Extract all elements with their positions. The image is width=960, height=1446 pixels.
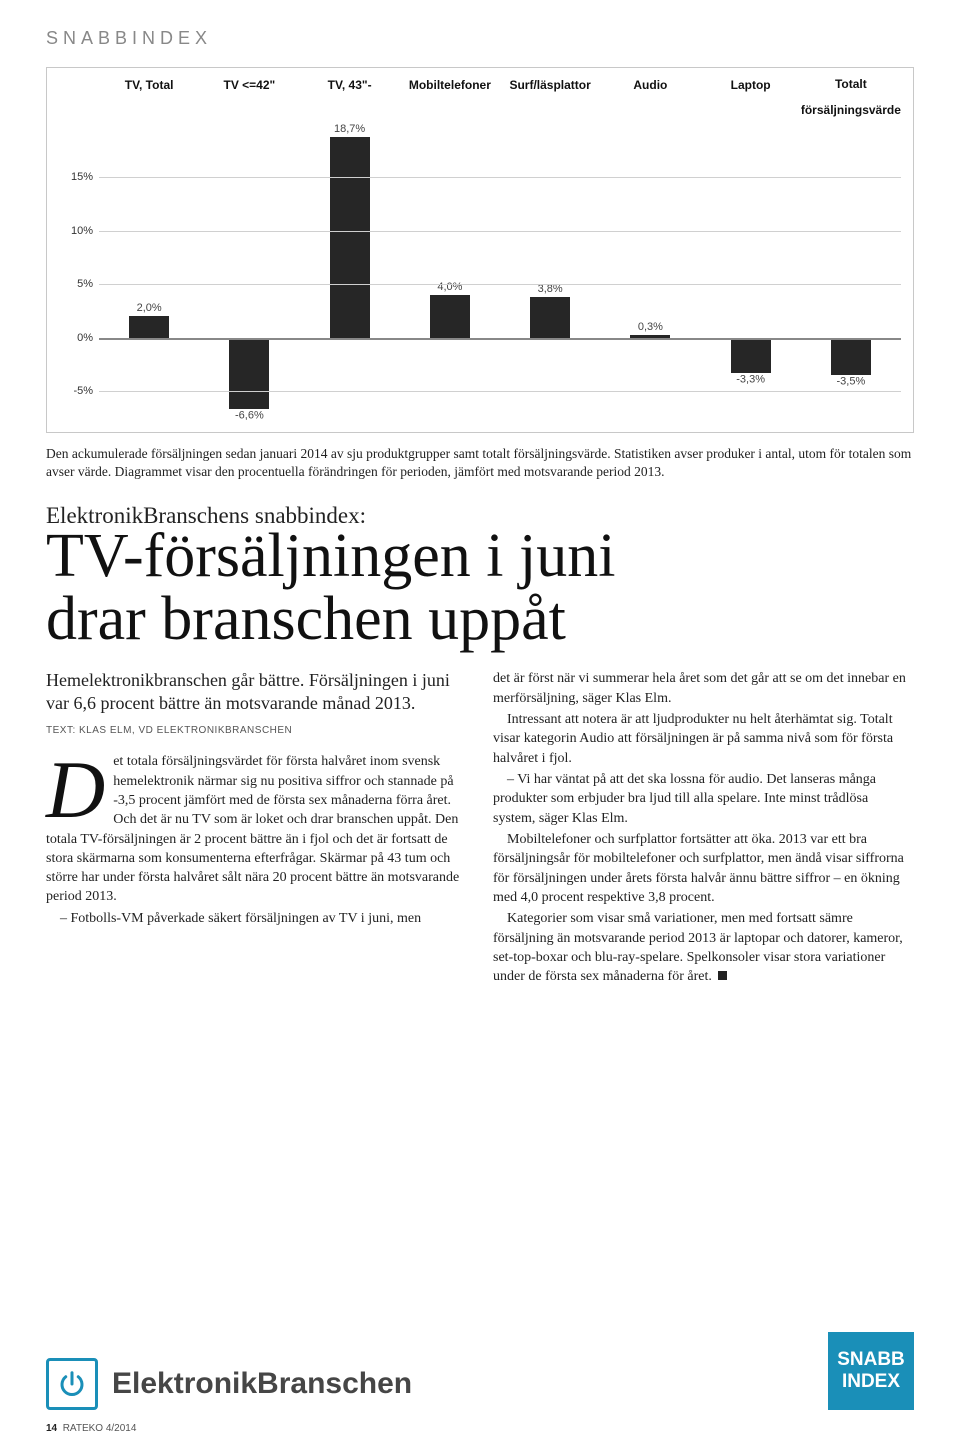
end-square-icon [718, 971, 727, 980]
chart-caption: Den ackumulerade försäljningen sedan jan… [46, 445, 914, 481]
headline-line-1: TV-försäljningen i juni [46, 522, 615, 590]
chart-bar-value-label: -3,3% [701, 374, 801, 386]
badge-line-2: INDEX [842, 1371, 900, 1393]
chart-bar-column: -3,3% [701, 124, 801, 424]
chart-y-tick-label: 5% [77, 278, 93, 290]
article-paragraph: Kategorier som visar små variationer, me… [493, 909, 914, 986]
chart-gridline [99, 177, 901, 178]
article-intro: Hemelektronikbranschen går bättre. Försä… [46, 669, 467, 714]
chart-y-tick-label: 0% [77, 332, 93, 344]
chart-y-tick-label: 15% [71, 171, 93, 183]
article-paragraph: det är först när vi summerar hela året s… [493, 669, 914, 708]
chart-bar-value-label: -3,5% [801, 376, 901, 388]
power-icon [46, 1358, 98, 1410]
chart-category-label: TV <=42" [199, 78, 299, 118]
chart-category-label: Laptop [701, 78, 801, 118]
chart-plot: 2,0% -6,6% 18,7% 4,0%3,8%0,3% -3,3%-3,5% [99, 124, 901, 424]
article-paragraph: – Fotbolls-VM påverkade säkert försäljni… [46, 909, 467, 928]
chart-bar-column: 18,7% [300, 124, 400, 424]
chart-category-label: Surf/läsplattor [500, 78, 600, 118]
dropcap: D [46, 752, 113, 822]
chart-bar [229, 338, 269, 409]
article-paragraph: Mobiltelefoner och surfplattor fortsätte… [493, 830, 914, 907]
chart-bar-value-label: 0,3% [600, 321, 700, 333]
brand-logo: ElektronikBranschen [46, 1358, 412, 1410]
article-paragraph: Det totala försäljningsvärdet för första… [46, 752, 467, 907]
article-paragraph: Intressant att notera är att ljudprodukt… [493, 710, 914, 768]
chart-bar [430, 295, 470, 338]
chart-bar-column: 3,8% [500, 124, 600, 424]
chart-bar-value-label: 2,0% [99, 303, 199, 315]
article-body: Hemelektronikbranschen går bättre. Försä… [46, 669, 914, 988]
chart-bar [731, 338, 771, 373]
article-col-left: Hemelektronikbranschen går bättre. Försä… [46, 669, 467, 988]
page-number: 14 [46, 1423, 57, 1434]
chart-y-tick-label: 10% [71, 225, 93, 237]
chart-bar-column: 2,0% [99, 124, 199, 424]
chart-bar [831, 338, 871, 376]
article-col-right: det är först när vi summerar hela året s… [493, 669, 914, 988]
chart-category-label: TV, 43"- [300, 78, 400, 118]
headline-line-2: drar branschen uppåt [46, 585, 566, 653]
chart-zero-line [99, 338, 901, 340]
badge-line-1: SNABB [837, 1349, 905, 1371]
page-footer: ElektronikBranschen SNABB INDEX [46, 1332, 914, 1410]
chart-bar-column: 0,3% [600, 124, 700, 424]
chart-gridline [99, 284, 901, 285]
article-headline: TV-försäljningen i juni drar branschen u… [46, 525, 914, 651]
snabbindex-chart: TV, TotalTV <=42"TV, 43"-MobiltelefonerS… [46, 67, 914, 433]
chart-y-tick-label: -5% [73, 385, 93, 397]
chart-y-axis: -5% 0% 5% 10% 15% [59, 124, 99, 424]
section-title: SNABBINDEX [46, 28, 914, 49]
chart-category-label: Mobiltelefoner [400, 78, 500, 118]
snabbindex-badge: SNABB INDEX [828, 1332, 914, 1410]
chart-header: TV, TotalTV <=42"TV, 43"-MobiltelefonerS… [59, 78, 901, 118]
chart-body: -5% 0% 5% 10% 15% 2,0% -6,6% 18,7% 4,0%3,8%0,3%… [59, 124, 901, 424]
chart-category-label: TV, Total [99, 78, 199, 118]
chart-gridline [99, 231, 901, 232]
chart-bar-value-label: 4,0% [400, 281, 500, 293]
chart-bar-value-label: 18,7% [300, 124, 400, 136]
chart-bar-column: -6,6% [199, 124, 299, 424]
chart-bar-value-label: -6,6% [199, 409, 299, 421]
chart-category-label: Audio [600, 78, 700, 118]
article-byline: TEXT: KLAS ELM, VD ELEKTRONIKBRANSCHEN [46, 724, 467, 738]
chart-bar [129, 316, 169, 337]
page-number-footer: 14 RATEKO 4/2014 [46, 1423, 136, 1434]
chart-bar-column: -3,5% [801, 124, 901, 424]
publication-ref: RATEKO 4/2014 [63, 1423, 137, 1434]
article-paragraph: – Vi har väntat på att det ska lossna fö… [493, 770, 914, 828]
chart-bar [330, 137, 370, 337]
brand-name: ElektronikBranschen [112, 1367, 412, 1401]
chart-bar [530, 297, 570, 338]
chart-gridline [99, 391, 901, 392]
chart-category-label: Totaltförsäljningsvärde [801, 78, 901, 118]
chart-bar-column: 4,0% [400, 124, 500, 424]
